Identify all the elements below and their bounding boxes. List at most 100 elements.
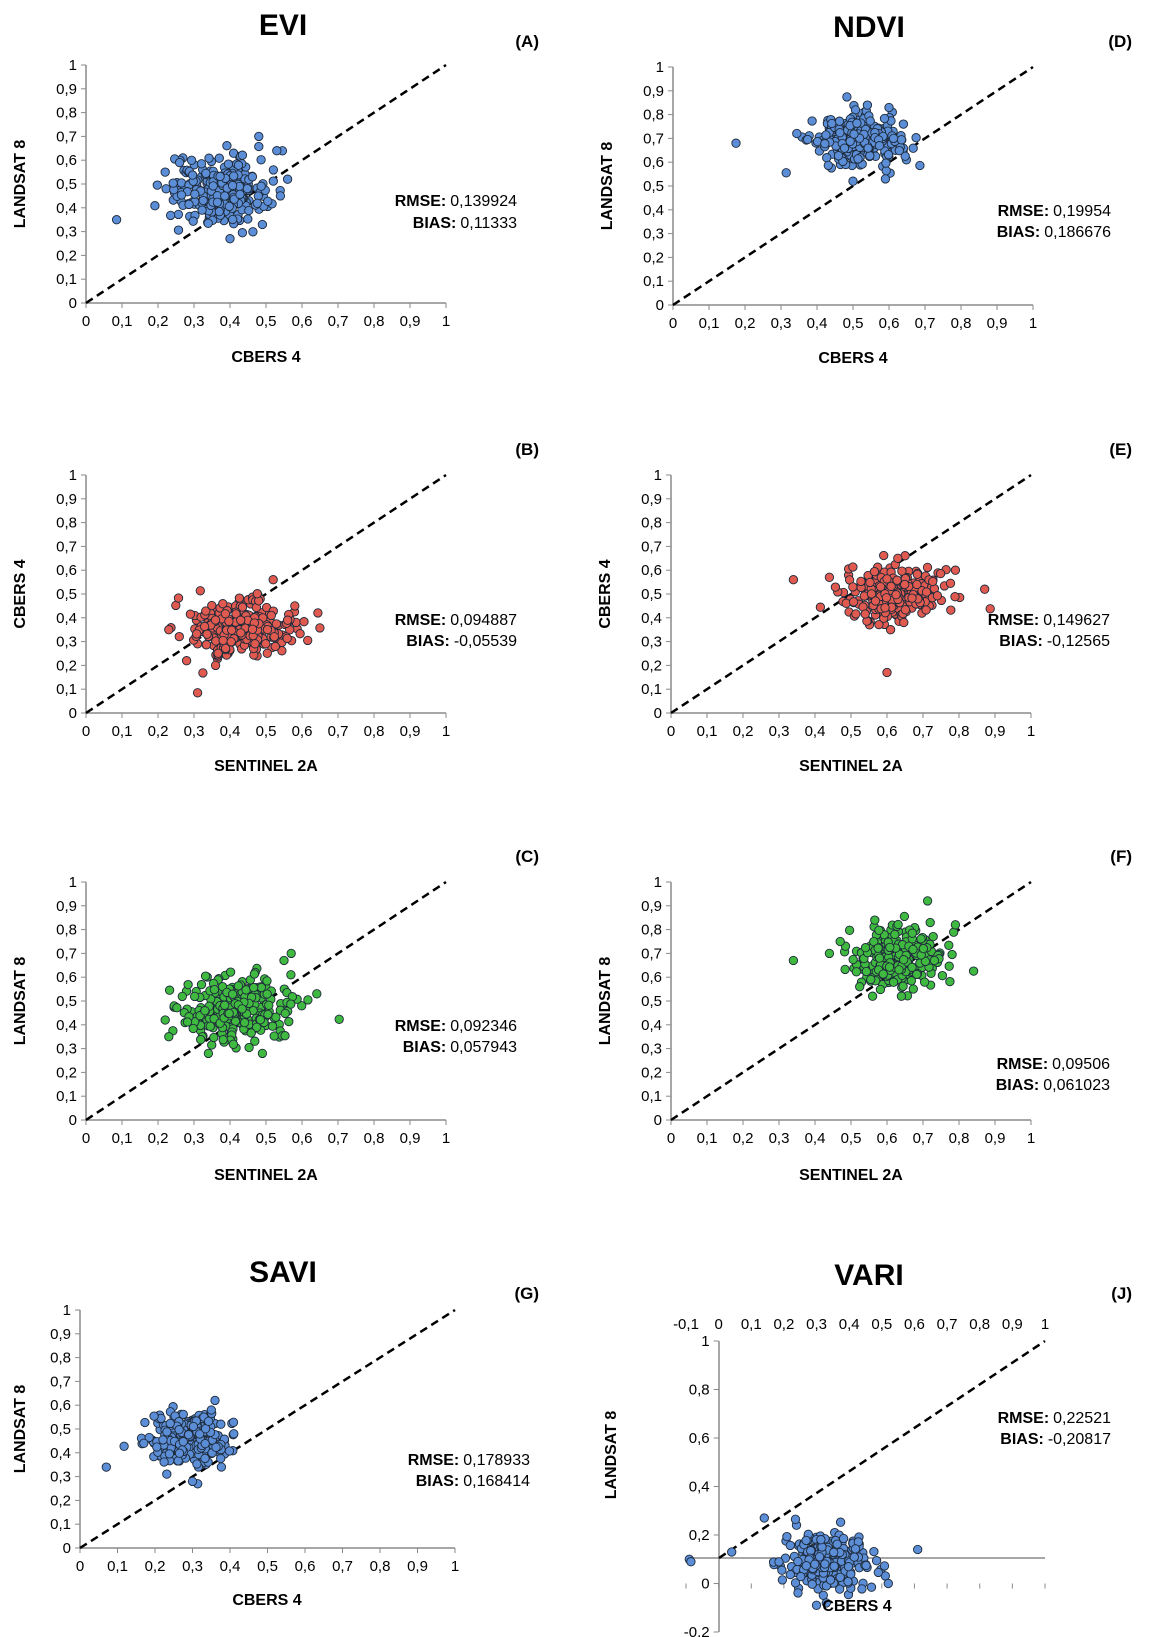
panel-J-x-tick-label: 0,2 <box>773 1316 794 1333</box>
panel-C-data-point <box>264 1000 274 1010</box>
panel-C-data-point <box>218 1035 228 1045</box>
panel-D-data-point <box>884 102 894 113</box>
panel-G-data-point <box>228 1417 239 1427</box>
panel-B-y-tick-label: 0,5 <box>56 586 77 603</box>
panel-E-y-tick-label: 0,4 <box>641 610 662 627</box>
panel-G-y-tick-label: 0 <box>63 1540 71 1557</box>
panel-F-x-tick-label: 0,2 <box>733 1130 754 1147</box>
panel-G-data-point <box>192 1459 202 1469</box>
panel-B-data-point <box>192 688 203 698</box>
panel-J-data-point <box>913 1544 923 1555</box>
panel-C-data-point <box>249 982 259 993</box>
panel-D-data-point <box>883 149 894 160</box>
panel-J-data-point <box>829 1547 839 1558</box>
panel-A-data-point <box>233 160 244 170</box>
panel-F-data-point <box>835 936 845 947</box>
panel-J-data-point <box>883 1578 893 1589</box>
panel-G-bias: BIAS: 0,168414 <box>416 1473 530 1490</box>
panel-A-y-tick-label: 0,9 <box>56 81 77 98</box>
panel-D-data-point <box>822 153 832 163</box>
panel-F-x-tick-label: 0,4 <box>805 1130 826 1147</box>
panel-C-data-point <box>227 989 238 999</box>
panel-J-y-tick-label: 1 <box>701 1333 709 1350</box>
panel-G-data-point <box>119 1441 129 1451</box>
panel-C-data-point <box>263 1009 273 1020</box>
panel-C-xlabel: SENTINEL 2A <box>214 1167 318 1184</box>
panel-A-data-point <box>263 196 273 206</box>
panel-C-data-point <box>160 1015 170 1025</box>
panel-C-data-point <box>267 1021 278 1031</box>
panel-B-data-point <box>234 593 245 603</box>
panel-F-x-tick-label: 0,3 <box>769 1130 790 1147</box>
panel-J-data-point <box>801 1535 811 1546</box>
panel-F-data-point <box>890 929 900 940</box>
panel-A-data-point <box>161 184 171 194</box>
panel-G-reference-line <box>79 1308 456 1550</box>
panel-E-data-point <box>891 590 901 600</box>
panel-G-data-point <box>229 1429 239 1439</box>
panel-B-ylabel: CBERS 4 <box>12 559 29 628</box>
panel-F-y-tick-label: 0,6 <box>641 969 662 986</box>
panel-B-y-tick-label: 0,2 <box>56 657 77 674</box>
panel-D-data-point <box>823 160 833 171</box>
panel-J-y-tick-label: 0 <box>701 1576 709 1593</box>
panel-F-data-point <box>885 942 895 953</box>
panel-A-data-point <box>203 218 213 228</box>
panel-J-data-point <box>861 1560 871 1571</box>
panel-G-data-point <box>174 1448 185 1458</box>
panel-G-y-tick-label: 0,6 <box>50 1397 71 1414</box>
panel-E-data-point <box>824 572 835 582</box>
panel-B-bias: BIAS: -0,05539 <box>406 633 517 650</box>
panel-J-y-tick-label: 0,4 <box>689 1479 710 1496</box>
panel-J-y-tick-label: 0,6 <box>689 1430 710 1447</box>
panel-C-data-point <box>172 1003 182 1013</box>
panel-D-data-point <box>834 116 845 126</box>
panel-B-y-tick-label: 0,4 <box>56 610 77 627</box>
panel-F-data-point <box>912 969 922 980</box>
panel-A-data-point <box>244 205 254 216</box>
panel-A-data-point <box>197 205 207 215</box>
panel-B-data-point <box>201 640 212 650</box>
panel-D-x-tick-label: 0,2 <box>735 315 756 332</box>
panel-B-data-point <box>236 615 246 625</box>
panel-B-data-point <box>269 632 279 642</box>
panel-D-bias: BIAS: 0,186676 <box>997 224 1111 241</box>
panel-J-reference-line <box>718 1339 1046 1560</box>
panel-A-data-point <box>176 190 187 200</box>
panel-C-data-point <box>203 1048 214 1059</box>
panel-G-x-tick-label: 0,1 <box>107 1558 128 1575</box>
panel-D-data-point <box>862 100 873 110</box>
panel-D-x-tick-label: 0,4 <box>807 315 828 332</box>
panel-A-data-point <box>186 155 197 165</box>
panel-D-data-point <box>807 116 817 126</box>
panel-F-bias: BIAS: 0,061023 <box>996 1077 1110 1094</box>
panel-B: (B) 0 0,1 0,2 0,3 0,4 0,5 0,6 0,7 0,8 0,9 1 0 0,1 0,2… <box>12 440 539 775</box>
panel-E-y-tick-label: 0,6 <box>641 562 662 579</box>
panel-C-data-point <box>183 979 193 990</box>
panel-G-label: (G) <box>514 1284 539 1303</box>
panel-F-data-point <box>867 991 878 1001</box>
panel-J-x-tick-label: 0,6 <box>904 1316 925 1333</box>
panel-C-data-point <box>189 991 200 1002</box>
panel-F-data-point <box>875 984 886 995</box>
panel-C-data-point <box>312 989 322 999</box>
panel-D-y-tick-label: 0,2 <box>643 249 664 266</box>
panel-E-data-point <box>950 592 960 602</box>
panel-E-data-point <box>945 578 956 588</box>
panel-E-data-point <box>950 565 961 575</box>
panel-A-data-point <box>208 181 218 191</box>
panel-A-bias: BIAS: 0,11333 <box>413 215 517 232</box>
panel-D-y-tick-label: 0,7 <box>643 130 664 147</box>
panel-F-data-point <box>945 976 955 987</box>
panel-F-y-tick-label: 0,2 <box>641 1064 662 1081</box>
panel-B-data-point <box>261 639 271 649</box>
panel-G-data-point <box>101 1462 111 1472</box>
panel-D-data-point <box>865 116 875 126</box>
panel-D-title: NDVI <box>833 11 905 44</box>
panel-A-data-point <box>111 215 122 225</box>
panel-C-data-point <box>284 1016 294 1027</box>
panel-A-label: (A) <box>515 32 539 51</box>
panel-E-data-point <box>893 553 903 563</box>
panel-F-data-point <box>937 970 948 981</box>
panel-G-y-tick-label: 0,9 <box>50 1326 71 1343</box>
